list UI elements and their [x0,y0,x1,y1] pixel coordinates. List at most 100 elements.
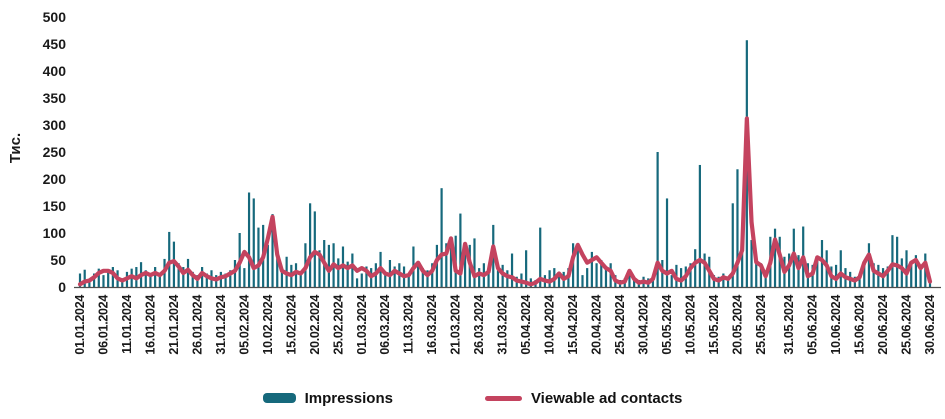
legend-label-impressions: Impressions [304,389,393,407]
viewable-swatch-icon [484,395,522,401]
impressions-bar [107,271,110,287]
impressions-bar [407,275,410,287]
impressions-bar [506,270,509,287]
impressions-bar [759,263,763,287]
impressions-bar [478,268,481,287]
impressions-bar [858,273,861,287]
impressions-bar [313,211,316,287]
impressions-bar [78,273,82,287]
x-tick-label: 06.01.2024 [96,295,110,355]
impressions-bar [722,273,725,287]
impressions-bar [877,264,880,287]
impressions-bar [586,268,589,287]
y-tick-label: 150 [43,198,67,214]
impressions-bar [886,266,889,287]
impressions-bar [449,240,453,287]
impressions-bar [651,279,655,287]
impressions-bar [680,268,683,287]
impressions-bar [355,278,359,287]
impressions-bar [102,275,105,287]
impressions-bar [694,249,697,287]
x-tick-label: 31.03.2024 [496,295,510,355]
impressions-bar [548,270,551,287]
x-tick-label: 20.04.2024 [590,295,604,355]
x-tick-label: 10.02.2024 [261,295,275,355]
impressions-bar [867,243,871,287]
impressions-bar [557,273,561,287]
x-tick-label: 20.02.2024 [308,295,322,355]
impressions-bar [891,235,894,287]
y-tick-label: 50 [50,252,66,268]
impressions-bar [299,273,302,287]
impressions-bar [595,263,598,287]
x-tick-label: 11.01.2024 [120,295,134,354]
x-tick-label: 10.05.2024 [683,295,697,355]
x-tick-label: 26.03.2024 [472,295,486,355]
impressions-bar [539,227,542,287]
x-tick-label: 25.05.2024 [754,295,768,355]
impressions-bar [576,250,579,287]
x-tick-label: 26.01.2024 [190,295,204,355]
impressions-bar [736,169,739,287]
impressions-bar [698,164,701,287]
impressions-bar [247,192,251,287]
impressions-bar [360,273,363,287]
y-tick-label: 400 [43,63,67,79]
impressions-bar [177,263,180,287]
impressions-swatch-icon [262,393,296,403]
x-tick-label: 05.02.2024 [237,295,251,355]
impressions-bar [726,276,730,287]
x-tick-label: 05.04.2024 [519,295,533,355]
impressions-bar [229,270,232,287]
impressions-bar [201,267,204,287]
impressions-bar [111,267,114,287]
impressions-bar [421,268,424,287]
x-tick-label: 31.05.2024 [782,295,796,355]
impressions-bar [755,260,758,287]
x-tick-label: 10.06.2024 [829,295,843,355]
impressions-bar [280,268,284,287]
impressions-bar [88,278,91,287]
impressions-bar [820,240,824,287]
impressions-bar [309,203,312,287]
impressions-bar [233,260,237,287]
impressions-bar [365,266,368,287]
impressions-bar [872,263,875,287]
impressions-bar [172,241,176,287]
impressions-bar [661,260,664,287]
impressions-bar [863,263,866,287]
x-tick-label: 15.04.2024 [566,295,580,355]
impressions-bar [168,231,171,287]
y-tick-label: 0 [58,279,66,295]
x-tick-label: 05.06.2024 [806,295,820,355]
x-tick-label: 05.05.2024 [660,295,674,355]
impressions-bar [463,248,467,287]
impressions-bar [590,251,593,287]
impressions-bar [525,250,528,287]
impressions-bar [487,270,490,287]
x-tick-label: 01.03.2024 [355,295,369,355]
x-tick-label: 11.03.2024 [402,295,416,354]
x-tick-label: 06.03.2024 [378,295,392,355]
x-tick-label: 20.06.2024 [876,295,890,355]
x-tick-label: 30.06.2024 [923,295,937,355]
impressions-bar [633,278,636,287]
impressions-bar [910,264,913,287]
impressions-bar [271,214,274,287]
y-tick-label: 450 [43,36,67,52]
impressions-bar [384,275,387,287]
impressions-bar [158,273,161,287]
x-tick-label: 16.03.2024 [425,295,439,355]
x-tick-label: 10.04.2024 [543,295,557,355]
impressions-bar [149,273,152,287]
y-tick-label: 500 [43,9,67,25]
impressions-bar [816,260,819,287]
impressions-bar [628,270,631,287]
impressions-bar [144,270,147,287]
impressions-bar [266,244,269,287]
y-tick-label: 300 [43,117,67,133]
legend-item-viewable: Viewable ad contacts [484,390,682,407]
legend-item-impressions: Impressions [262,389,393,407]
impressions-bar [121,278,124,287]
x-tick-label: 16.01.2024 [143,295,157,355]
